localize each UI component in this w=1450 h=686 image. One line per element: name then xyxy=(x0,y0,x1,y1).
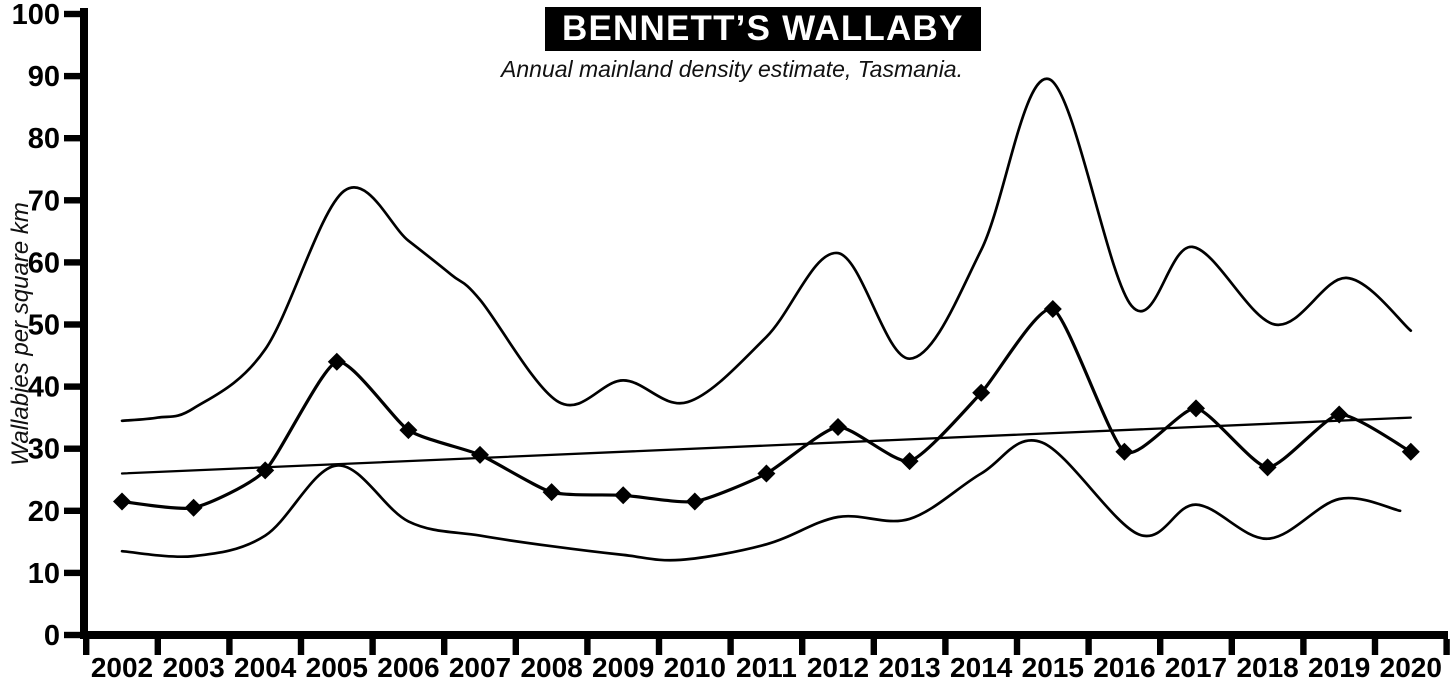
chart-title: BENNETT’S WALLABY xyxy=(562,9,964,48)
y-tick xyxy=(64,321,81,328)
x-tick-label: 2002 xyxy=(91,652,153,683)
x-tick-label: 2005 xyxy=(306,652,368,683)
y-tick-label: 50 xyxy=(28,310,60,342)
x-tick xyxy=(584,639,591,655)
x-tick-label: 2009 xyxy=(592,652,654,683)
y-tick xyxy=(64,631,81,639)
chart-subtitle: Annual mainland density estimate, Tasman… xyxy=(501,56,963,82)
x-axis-line xyxy=(80,631,1448,639)
y-tick-label: 0 xyxy=(44,620,60,652)
x-tick xyxy=(83,639,90,655)
x-tick xyxy=(1443,639,1450,655)
x-tick-label: 2013 xyxy=(878,652,940,683)
diamond-marker xyxy=(542,483,561,502)
series-line xyxy=(120,77,1413,423)
y-tick-label: 90 xyxy=(28,61,60,93)
diamond-marker xyxy=(256,461,275,480)
diamond-marker xyxy=(972,383,991,402)
y-axis-line xyxy=(80,8,88,639)
x-tick-label: 2003 xyxy=(162,652,224,683)
diamond-marker xyxy=(757,464,776,483)
series-annual-density-estimate xyxy=(113,299,1420,517)
y-tick-label: 80 xyxy=(28,123,60,155)
diamond-marker xyxy=(399,421,418,440)
diamond-marker xyxy=(829,417,847,436)
y-tick xyxy=(64,445,81,452)
x-tick xyxy=(1228,639,1235,655)
x-tick-label: 2004 xyxy=(234,652,297,683)
diamond-marker xyxy=(1187,399,1205,418)
y-tick-label: 70 xyxy=(28,185,60,217)
x-tick-label: 2019 xyxy=(1308,652,1370,683)
x-tick-label: 2018 xyxy=(1236,652,1298,683)
x-tick-label: 2010 xyxy=(664,652,726,683)
diamond-marker xyxy=(685,492,704,511)
diamond-marker xyxy=(900,452,919,471)
series-upper-confidence-band xyxy=(120,77,1413,423)
y-tick xyxy=(64,569,81,577)
y-tick-label: 100 xyxy=(12,0,60,31)
x-tick xyxy=(799,639,806,655)
x-tick xyxy=(1371,639,1379,655)
x-tick-label: 2020 xyxy=(1380,652,1442,683)
y-tick-label: 40 xyxy=(28,372,60,404)
x-tick xyxy=(441,639,448,655)
series-lower-confidence-band xyxy=(120,439,1402,562)
x-tick xyxy=(870,639,877,655)
x-tick xyxy=(655,639,663,655)
diamond-marker xyxy=(1401,442,1420,461)
x-tick xyxy=(297,639,305,655)
series-linear-trend xyxy=(120,416,1412,475)
y-tick-label: 60 xyxy=(28,247,60,279)
x-tick xyxy=(727,639,734,655)
y-tick xyxy=(64,259,81,266)
diamond-marker xyxy=(113,492,131,511)
x-tick xyxy=(154,639,161,655)
diamond-marker xyxy=(184,498,203,517)
y-tick xyxy=(64,507,81,514)
x-tick-label: 2008 xyxy=(520,652,582,683)
x-tick-label: 2012 xyxy=(807,652,869,683)
y-tick-label: 20 xyxy=(28,496,60,528)
x-tick xyxy=(512,639,519,655)
chart-title-box: BENNETT’S WALLABY xyxy=(545,7,981,51)
x-tick xyxy=(1013,639,1021,655)
x-tick-label: 2016 xyxy=(1093,652,1155,683)
x-tick xyxy=(1300,639,1307,655)
diamond-marker xyxy=(1115,442,1134,461)
x-tick-label: 2011 xyxy=(736,652,797,683)
x-tick-label: 2015 xyxy=(1022,652,1084,683)
y-tick xyxy=(64,383,81,390)
x-tick-label: 2007 xyxy=(449,652,511,683)
x-tick xyxy=(369,639,376,655)
diamond-marker xyxy=(1258,458,1277,477)
series-line xyxy=(120,416,1412,475)
diamond-marker xyxy=(1330,405,1349,424)
x-tick xyxy=(1085,639,1092,655)
axes: 0 10 20 30 40 50 60 70 80 90 100 2002 2003 2004 2005 20… xyxy=(12,0,1450,683)
y-tick xyxy=(64,10,81,18)
x-tick-label: 2014 xyxy=(950,652,1013,683)
x-tick-label: 2017 xyxy=(1165,652,1227,683)
diamond-marker xyxy=(471,445,489,464)
series-line xyxy=(120,439,1402,562)
diamond-marker xyxy=(1043,299,1062,318)
y-tick xyxy=(64,72,81,80)
x-tick-label: 2006 xyxy=(377,652,439,683)
x-tick xyxy=(942,639,949,655)
y-tick xyxy=(64,197,81,204)
y-tick-label: 30 xyxy=(28,434,60,466)
y-tick-label: 10 xyxy=(28,558,60,590)
diamond-marker xyxy=(327,352,346,371)
diamond-marker xyxy=(614,486,633,505)
x-tick xyxy=(226,639,233,655)
y-tick xyxy=(64,135,81,142)
x-tick xyxy=(1157,639,1164,655)
